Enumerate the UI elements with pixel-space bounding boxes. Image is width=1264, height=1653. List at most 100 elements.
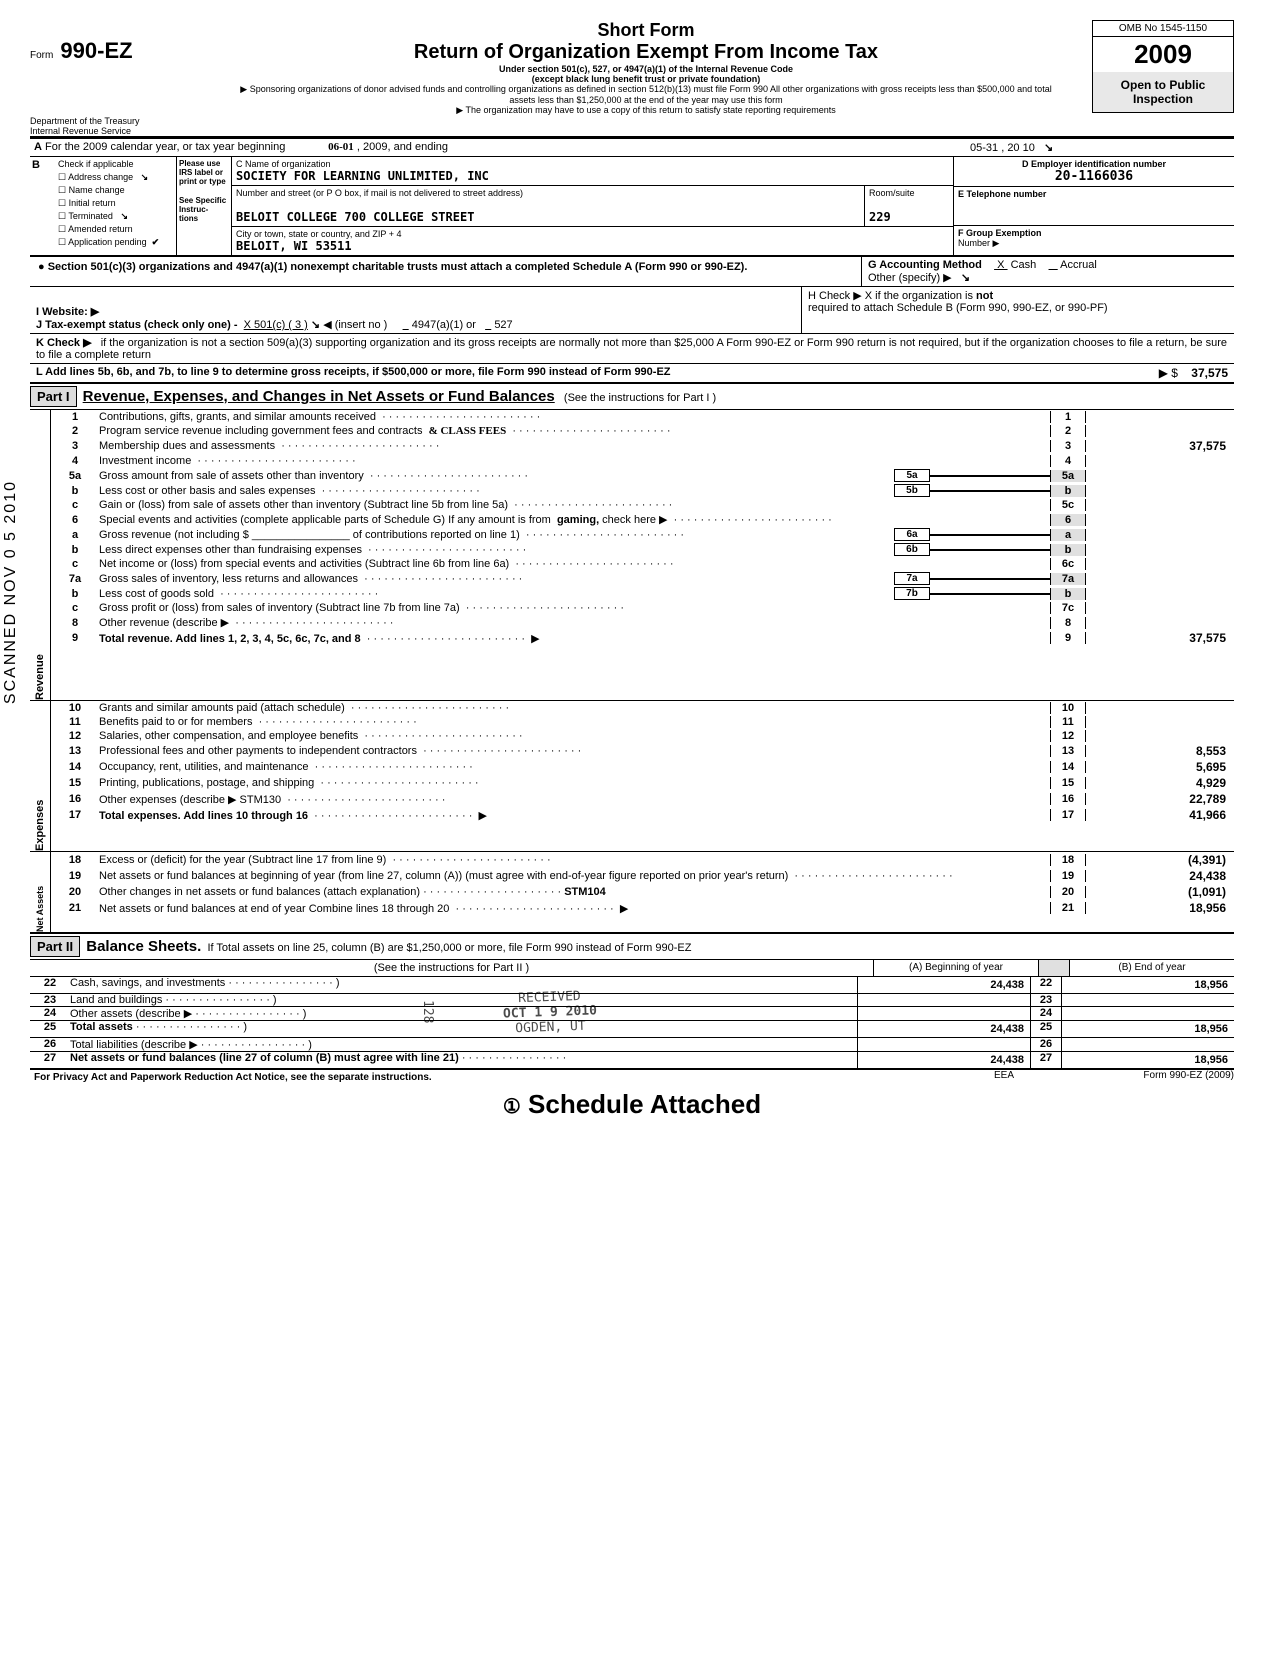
line-19: 19Net assets or fund balances at beginni…: [51, 868, 1234, 884]
line-c: cGain or (loss) from sale of assets othe…: [51, 498, 1234, 512]
line-c: cGross profit or (loss) from sales of in…: [51, 601, 1234, 615]
line-17: 17Total expenses. Add lines 10 through 1…: [51, 807, 1234, 823]
ein-value: 20-1166036: [958, 169, 1230, 184]
part2-note: If Total assets on line 25, column (B) a…: [207, 942, 691, 954]
privacy-note: For Privacy Act and Paperwork Reduction …: [30, 1070, 954, 1085]
period-begin: 06-01: [328, 141, 354, 153]
line-11: 11Benefits paid to or for members · · · …: [51, 715, 1234, 729]
circ-one: ①: [503, 1096, 521, 1118]
box-j-label: J Tax-exempt status (check only one) -: [36, 319, 238, 331]
cb-initial-return[interactable]: ☐ Initial return: [56, 197, 176, 210]
footer-row: For Privacy Act and Paperwork Reduction …: [30, 1068, 1234, 1085]
please-label: Please use IRS label or print or type: [179, 159, 229, 186]
l-amount: 37,575: [1191, 366, 1228, 380]
line-a-letter: A: [34, 141, 42, 153]
box-h-not: not: [976, 290, 993, 302]
bs-line-26: 26Total liabilities (describe ▶ · · · · …: [30, 1037, 1234, 1051]
other-specify: Other (specify) ▶: [868, 272, 952, 284]
title-return: Return of Organization Exempt From Incom…: [200, 41, 1092, 64]
line-13: 13Professional fees and other payments t…: [51, 743, 1234, 759]
box-f-number: Number ▶: [958, 238, 1230, 249]
side-revenue: Revenue: [34, 410, 46, 700]
line-7a: 7aGross sales of inventory, less returns…: [51, 571, 1234, 586]
part2-header: Part II Balance Sheets. If Total assets …: [30, 934, 1234, 959]
opt-4947: 4947(a)(1) or: [412, 319, 476, 331]
line-c: cNet income or (loss) from special event…: [51, 557, 1234, 571]
city-label: City or town, state or country, and ZIP …: [236, 229, 949, 239]
sec501-text: Section 501(c)(3) organizations and 4947…: [48, 261, 748, 273]
box-l-label: L Add lines 5b, 6b, and 7b, to line 9 to…: [36, 366, 671, 378]
line-10: 10Grants and similar amounts paid (attac…: [51, 701, 1234, 715]
irs-label: Internal Revenue Service: [30, 126, 200, 136]
cash-label: Cash: [1011, 259, 1037, 271]
period-end: 05-31: [970, 142, 998, 154]
cb-address-change[interactable]: ☐ Address change ↘: [56, 171, 176, 184]
line-14: 14Occupancy, rent, utilities, and mainte…: [51, 759, 1234, 775]
part1-na: Net Assets 18Excess or (deficit) for the…: [30, 851, 1234, 934]
line-8: 8Other revenue (describe ▶ · · · · · · ·…: [51, 615, 1234, 630]
opt-527: 527: [494, 319, 512, 331]
period-end2: , 20 10: [1001, 142, 1035, 154]
eea-label: EEA: [954, 1070, 1054, 1085]
line-a-label: For the 2009 calendar year, or tax year …: [45, 141, 285, 153]
col-a-hdr: (A) Beginning of year: [873, 960, 1038, 976]
line-b: bLess cost or other basis and sales expe…: [51, 483, 1234, 498]
line-3: 3Membership dues and assessments · · · ·…: [51, 438, 1234, 454]
box-c-label: C Name of organization: [236, 159, 949, 169]
part1-header: Part I Revenue, Expenses, and Changes in…: [30, 384, 1234, 409]
insert-no: ◀ (insert no ): [323, 319, 387, 331]
section-501-row: ● Section 501(c)(3) organizations and 49…: [30, 256, 1234, 286]
bs-line-22: 22Cash, savings, and investments · · · ·…: [30, 976, 1234, 993]
sponsoring-note: ▶ Sponsoring organizations of donor advi…: [200, 84, 1092, 105]
side-netassets: Net Assets: [35, 852, 45, 932]
form-prefix: Form: [30, 50, 53, 61]
line-4: 4Investment income · · · · · · · · · · ·…: [51, 454, 1234, 468]
dept-treasury: Department of the Treasury: [30, 116, 200, 126]
part1-exp: Expenses 10Grants and similar amounts pa…: [30, 700, 1234, 851]
box-g-label: G Accounting Method: [868, 259, 982, 271]
line-b: bLess direct expenses other than fundrai…: [51, 542, 1234, 557]
scanned-stamp: SCANNED NOV 0 5 2010: [2, 480, 20, 704]
box-k-text: if the organization is not a section 509…: [36, 337, 1227, 361]
under-section: Under section 501(c), 527, or 4947(a)(1)…: [200, 64, 1092, 74]
cb-amended[interactable]: ☐ Amended return: [56, 223, 176, 236]
line-20: 20Other changes in net assets or fund ba…: [51, 884, 1234, 900]
col-b-hdr: (B) End of year: [1069, 960, 1234, 976]
box-h-rest: required to attach Schedule B (Form 990,…: [808, 302, 1108, 314]
omb-box: OMB No 1545-1150 2009 Open to Public Ins…: [1092, 20, 1234, 113]
line-9: 9Total revenue. Add lines 1, 2, 3, 4, 5c…: [51, 630, 1234, 646]
part1-hdr: Part I: [30, 386, 77, 407]
dept-row: Department of the Treasury Internal Reve…: [30, 116, 1234, 138]
opt-501c: X 501(c) ( 3 ): [244, 319, 308, 331]
see-specific: See Specific Instruc- tions: [179, 196, 229, 223]
part2-colheads: (See the instructions for Part II ) (A) …: [30, 959, 1234, 976]
cb-terminated[interactable]: ☐ Terminated ↘: [56, 210, 176, 223]
cb-name-change[interactable]: ☐ Name change: [56, 184, 176, 197]
h-i-j-block: I Website: ▶ J Tax-exempt status (check …: [30, 286, 1234, 333]
street-value: BELOIT COLLEGE 700 COLLEGE STREET: [236, 210, 860, 224]
line-12: 12Salaries, other compensation, and empl…: [51, 729, 1234, 743]
line-2: 2Program service revenue including gover…: [51, 424, 1234, 438]
except-note: (except black lung benefit trust or priv…: [200, 74, 1092, 84]
room-value: 229: [869, 210, 949, 224]
part2-title: Balance Sheets.: [86, 938, 201, 955]
side-expenses: Expenses: [34, 701, 46, 851]
box-f-label: F Group Exemption: [958, 228, 1230, 238]
line-a-row: A For the 2009 calendar year, or tax yea…: [30, 138, 1234, 156]
open-to-public: Open to Public Inspection: [1093, 72, 1233, 112]
line-6: 6Special events and activities (complete…: [51, 512, 1234, 527]
box-h-label: H Check ▶ X if the organization is: [808, 290, 973, 302]
part1-body: Revenue 1Contributions, gifts, grants, a…: [30, 409, 1234, 700]
line-5a: 5aGross amount from sale of assets other…: [51, 468, 1234, 483]
check-if-applicable: Check if applicable: [56, 157, 176, 171]
schedule-attached-text: Schedule Attached: [528, 1089, 761, 1119]
cb-app-pending[interactable]: ☐ Application pending ✔: [56, 236, 176, 249]
identity-block: B Check if applicable ☐ Address change ↘…: [30, 156, 1234, 256]
org-name: SOCIETY FOR LEARNING UNLIMITED, INC: [236, 169, 949, 183]
bs-line-24: 24Other assets (describe ▶ · · · · · · ·…: [30, 1006, 1234, 1020]
line-l-row: L Add lines 5b, 6b, and 7b, to line 9 to…: [30, 363, 1234, 384]
line-b: bLess cost of goods sold · · · · · · · ·…: [51, 586, 1234, 601]
bs-line-27: 27Net assets or fund balances (line 27 o…: [30, 1051, 1234, 1068]
line-21: 21Net assets or fund balances at end of …: [51, 900, 1234, 916]
period-mid: , 2009, and ending: [357, 141, 448, 153]
